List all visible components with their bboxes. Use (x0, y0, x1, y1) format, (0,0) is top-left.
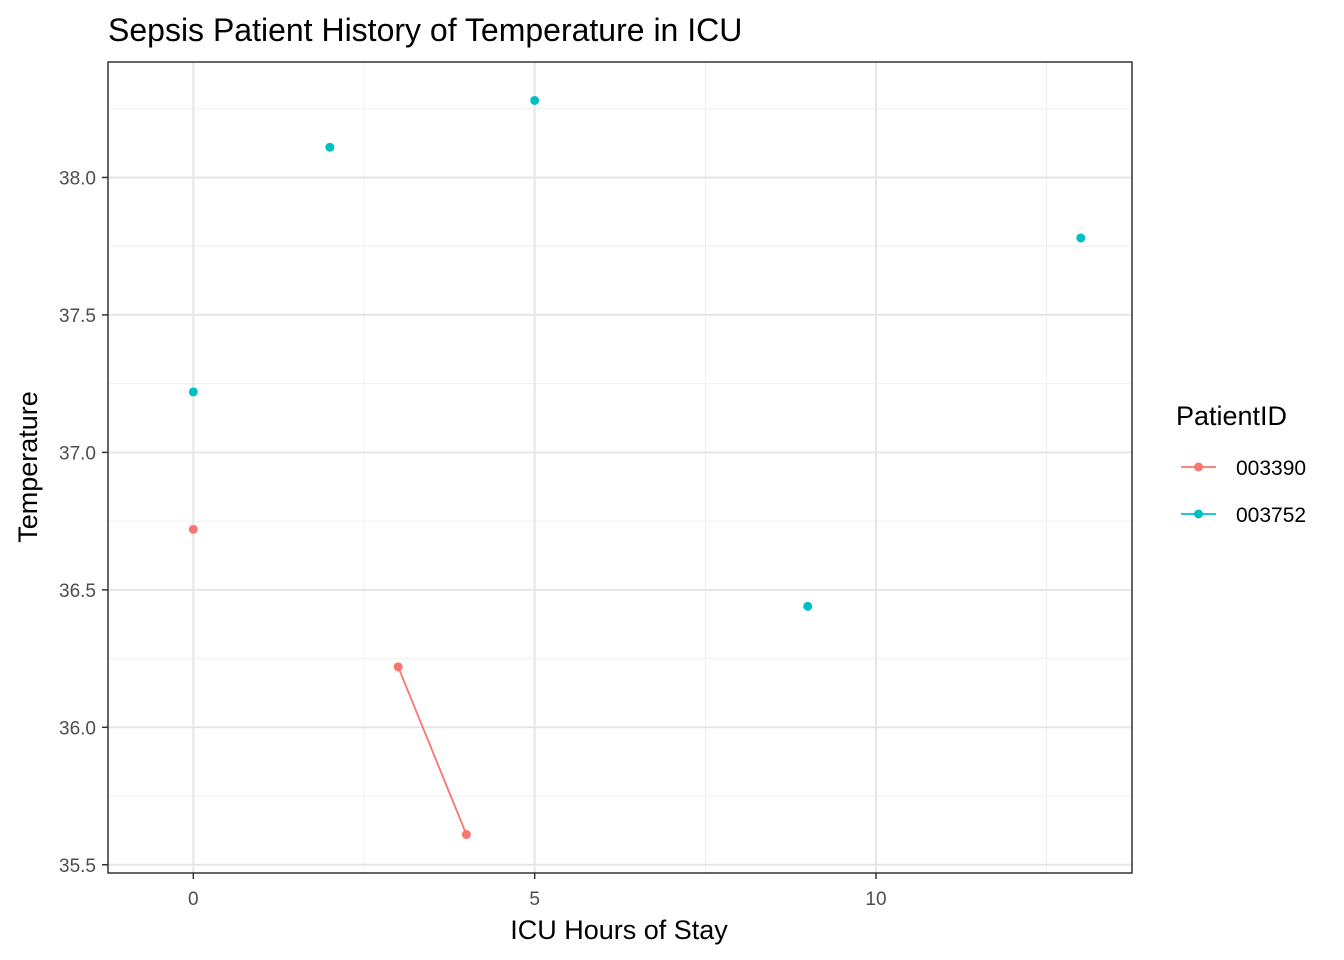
y-tick-label: 37.5 (59, 306, 96, 327)
x-axis: 0 5 10 (188, 873, 887, 910)
x-axis-title: ICU Hours of Stay (510, 915, 728, 945)
panel-background (108, 62, 1132, 873)
legend-label: 003390 (1236, 457, 1306, 480)
minor-gridlines (108, 62, 1132, 873)
y-tick-label: 38.0 (59, 168, 96, 189)
y-axis: 35.5 36.0 36.5 37.0 37.5 38.0 (59, 168, 108, 877)
y-tick-label: 36.0 (59, 718, 96, 739)
data-point-003752 (530, 95, 540, 105)
y-tick-label: 35.5 (59, 856, 96, 877)
legend-label: 003752 (1236, 504, 1306, 527)
y-tick-label: 37.0 (59, 443, 96, 464)
legend-key-point (1194, 509, 1203, 519)
panel-border (107, 61, 1133, 874)
data-point-003752 (803, 601, 813, 611)
major-gridlines (108, 62, 1132, 873)
data-point-003752 (188, 387, 198, 397)
data-point-003752 (325, 142, 335, 152)
legend-title: PatientID (1176, 401, 1287, 431)
x-tick-label: 5 (529, 889, 540, 910)
plot-panel (107, 61, 1133, 874)
data-point-003390 (461, 830, 471, 840)
x-tick-label: 10 (865, 889, 886, 910)
series-line-003390 (397, 666, 468, 835)
legend-items: 003390 003752 (1181, 457, 1306, 527)
chart-title: Sepsis Patient History of Temperature in… (108, 12, 742, 48)
legend-key-point (1194, 462, 1203, 472)
data-point-003390 (393, 662, 403, 672)
x-tick-label: 0 (188, 889, 199, 910)
series-points (188, 95, 1086, 840)
y-tick-label: 36.5 (59, 581, 96, 602)
data-point-003752 (1076, 233, 1086, 243)
series-lines (397, 666, 468, 835)
data-point-003390 (188, 524, 198, 534)
legend: PatientID 003390 003752 (1176, 401, 1306, 527)
y-axis-title: Temperature (13, 391, 43, 543)
